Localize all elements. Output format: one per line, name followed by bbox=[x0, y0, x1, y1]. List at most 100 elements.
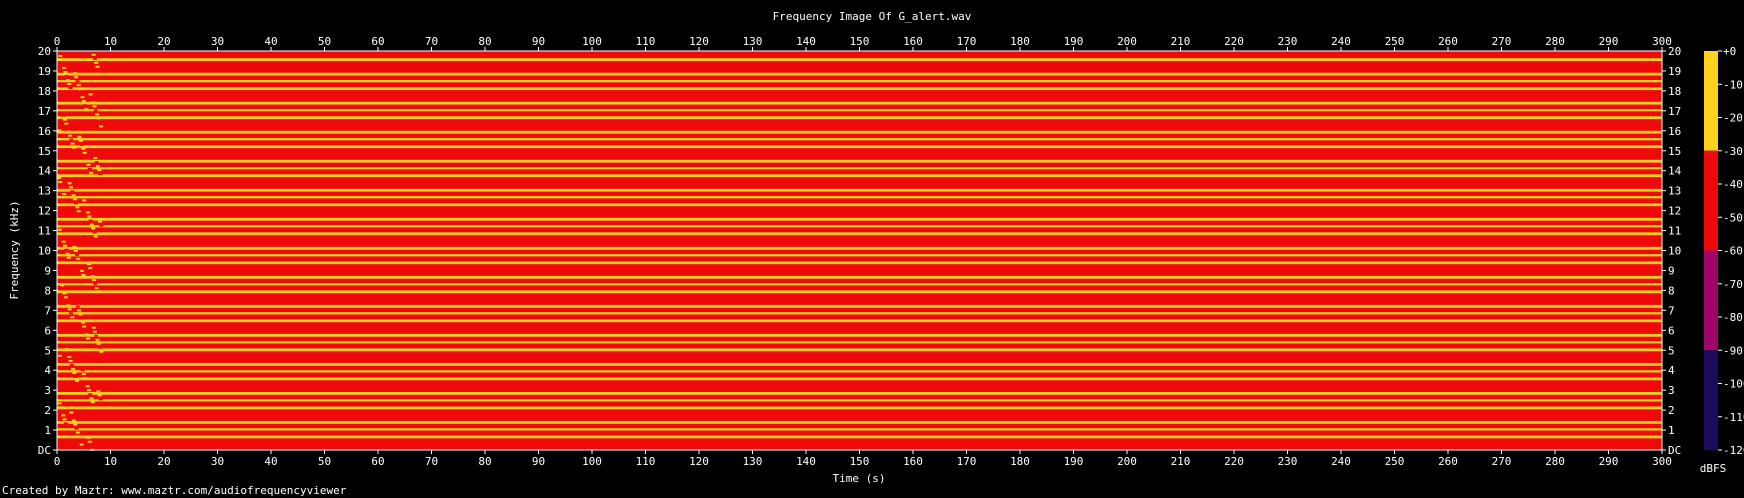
onset-speckle bbox=[82, 325, 87, 328]
x-tick-label: 130 bbox=[743, 455, 763, 468]
chart-title: Frequency Image Of G_alert.wav bbox=[773, 10, 972, 23]
colorbar-tick-label: -60 bbox=[1723, 245, 1743, 258]
y-tick-label: 16 bbox=[38, 125, 51, 138]
spectral-stripe bbox=[57, 283, 1662, 286]
x-tick-label: 180 bbox=[1010, 35, 1030, 48]
y-tick-label: DC bbox=[38, 444, 51, 457]
onset-speckle bbox=[92, 57, 97, 60]
plot-area bbox=[56, 50, 1663, 451]
onset-speckle bbox=[80, 321, 85, 324]
onset-speckle bbox=[77, 309, 82, 312]
onset-speckle bbox=[57, 51, 61, 53]
onset-speckle bbox=[98, 220, 103, 223]
onset-speckle bbox=[59, 410, 64, 413]
y-tick-label: 19 bbox=[38, 65, 51, 78]
y-axis-label: Frequency (kHz) bbox=[8, 200, 21, 299]
x-tick-label: 20 bbox=[157, 35, 170, 48]
onset-speckle bbox=[75, 305, 80, 308]
onset-speckle bbox=[64, 248, 69, 251]
x-tick-label: 160 bbox=[903, 35, 923, 48]
y-tick-label: 13 bbox=[38, 185, 51, 198]
x-tick-label: 280 bbox=[1545, 455, 1565, 468]
x-tick-label: 10 bbox=[104, 455, 117, 468]
y-tick-label: 20 bbox=[1668, 45, 1681, 58]
y-tick-label: 4 bbox=[1668, 364, 1675, 377]
onset-speckle bbox=[73, 375, 78, 378]
colorbar-tick-label: -20 bbox=[1723, 112, 1743, 125]
x-tick-label: 100 bbox=[582, 35, 602, 48]
y-tick-label: 17 bbox=[38, 105, 51, 118]
onset-speckle bbox=[86, 389, 91, 392]
x-tick-label: 30 bbox=[211, 35, 224, 48]
x-tick-label: 80 bbox=[478, 455, 491, 468]
onset-speckle bbox=[77, 214, 82, 217]
onset-speckle bbox=[80, 369, 85, 372]
onset-speckle bbox=[74, 76, 79, 79]
x-tick-label: 140 bbox=[796, 455, 816, 468]
spectral-stripe bbox=[57, 196, 1662, 199]
onset-speckle bbox=[70, 190, 75, 193]
onset-speckle bbox=[69, 411, 74, 414]
onset-speckle bbox=[95, 165, 100, 168]
onset-speckle bbox=[58, 181, 63, 184]
onset-speckle bbox=[65, 79, 70, 82]
colorbar-label: dBFS bbox=[1700, 462, 1727, 475]
x-tick-label: 230 bbox=[1278, 455, 1298, 468]
y-tick-label: 1 bbox=[1668, 424, 1675, 437]
onset-speckle bbox=[79, 317, 84, 320]
spectral-stripe bbox=[57, 254, 1662, 257]
x-tick-label: 300 bbox=[1652, 455, 1672, 468]
colorbar-tick-label: -80 bbox=[1723, 311, 1743, 324]
onset-speckle bbox=[70, 142, 75, 145]
onset-speckle bbox=[65, 252, 70, 255]
x-axis-top: 0 10 20 30 40 50 60 70 80 90 100 110 120 130 140 150 160… bbox=[54, 35, 1672, 51]
onset-speckle bbox=[58, 406, 63, 409]
x-tick-label: 50 bbox=[318, 455, 331, 468]
x-tick-label: 170 bbox=[957, 455, 977, 468]
onset-speckle bbox=[62, 67, 67, 70]
y-tick-label: 13 bbox=[1668, 185, 1681, 198]
onset-speckle bbox=[95, 65, 100, 68]
spectral-stripe bbox=[57, 174, 1662, 178]
x-tick-label: 100 bbox=[582, 455, 602, 468]
spectral-stripe bbox=[57, 72, 1662, 76]
spectral-stripe bbox=[57, 312, 1662, 315]
x-tick-label: 50 bbox=[318, 35, 331, 48]
onset-speckle bbox=[81, 273, 86, 276]
spectral-stripe bbox=[57, 290, 1662, 294]
spectral-stripe bbox=[57, 232, 1662, 236]
onset-speckle bbox=[68, 312, 73, 315]
onset-speckle bbox=[65, 126, 70, 129]
spectral-stripe bbox=[57, 217, 1662, 221]
onset-speckle bbox=[91, 326, 96, 329]
x-tick-label: 40 bbox=[264, 455, 277, 468]
y-tick-label: 5 bbox=[44, 344, 51, 357]
onset-speckle bbox=[95, 291, 100, 294]
onset-speckle bbox=[61, 414, 66, 417]
y-tick-label: 7 bbox=[1668, 304, 1675, 317]
onset-speckle bbox=[92, 231, 97, 234]
onset-speckle bbox=[89, 223, 94, 226]
onset-speckle bbox=[80, 269, 85, 272]
onset-speckle bbox=[67, 182, 72, 185]
onset-speckle bbox=[95, 113, 100, 116]
colorbar: +0 -10 -20 -30 -40 -50 -60 -70 -80 -90 -100 -110 -12… bbox=[1704, 45, 1744, 457]
spectral-stripe bbox=[57, 304, 1662, 308]
onset-speckle bbox=[71, 194, 76, 197]
spectral-stripe bbox=[57, 428, 1662, 431]
y-tick-label: 12 bbox=[1668, 205, 1681, 218]
x-tick-label: 130 bbox=[743, 35, 763, 48]
x-tick-label: 10 bbox=[104, 35, 117, 48]
y-tick-label: 17 bbox=[1668, 105, 1681, 118]
y-tick-label: 10 bbox=[38, 245, 51, 258]
onset-speckle bbox=[73, 150, 78, 153]
onset-speckle bbox=[89, 271, 94, 274]
x-tick-label: 160 bbox=[903, 455, 923, 468]
onset-speckle bbox=[75, 80, 80, 83]
x-tick-label: 110 bbox=[636, 35, 656, 48]
onset-speckle bbox=[70, 415, 75, 418]
onset-speckle bbox=[62, 118, 67, 121]
onset-speckle bbox=[84, 381, 89, 384]
x-tick-label: 110 bbox=[636, 455, 656, 468]
